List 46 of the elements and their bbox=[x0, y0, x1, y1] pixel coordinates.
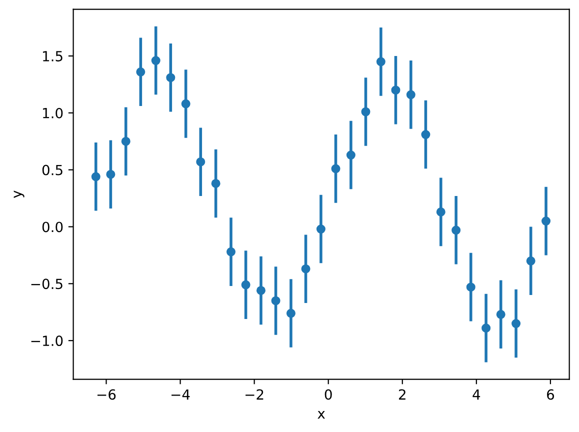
point bbox=[376, 57, 386, 66]
x-axis-title: x bbox=[318, 410, 325, 419]
point bbox=[181, 99, 190, 108]
x-tick-label: 4 bbox=[472, 389, 480, 400]
point bbox=[241, 280, 250, 290]
point bbox=[346, 150, 356, 160]
y-tick-label: −1.0 bbox=[31, 336, 63, 346]
y-tick-label: −0.5 bbox=[31, 278, 62, 290]
point bbox=[301, 264, 310, 274]
point bbox=[361, 107, 370, 116]
x-tick-label: −2 bbox=[246, 389, 264, 400]
point bbox=[196, 157, 206, 166]
point bbox=[406, 90, 416, 100]
point bbox=[166, 73, 176, 82]
point bbox=[211, 178, 220, 188]
point bbox=[121, 136, 130, 146]
point bbox=[541, 216, 551, 226]
point bbox=[286, 308, 296, 318]
x-tick-label: −4 bbox=[172, 389, 190, 400]
y-tick-label: 0.5 bbox=[42, 164, 62, 176]
point bbox=[466, 282, 476, 292]
point bbox=[316, 224, 326, 234]
point bbox=[106, 170, 116, 179]
y-axis-title: y bbox=[14, 190, 24, 198]
point bbox=[91, 172, 100, 182]
point bbox=[436, 207, 446, 216]
x-tick-label: −6 bbox=[97, 389, 116, 400]
point bbox=[512, 318, 521, 328]
x-tick-label: 2 bbox=[398, 389, 406, 400]
y-tick-label: 0.0 bbox=[42, 222, 63, 232]
point bbox=[496, 310, 506, 319]
point bbox=[271, 296, 280, 306]
point bbox=[421, 130, 430, 140]
point bbox=[482, 324, 491, 333]
point bbox=[391, 86, 400, 95]
x-tick-label: 0 bbox=[324, 389, 332, 400]
point bbox=[452, 226, 461, 235]
y-tick-label: 1.0 bbox=[43, 108, 63, 118]
point bbox=[331, 164, 340, 174]
x-tick-label: 6 bbox=[547, 389, 554, 400]
point bbox=[151, 56, 160, 66]
point bbox=[136, 67, 146, 76]
y-tick-label: 1.5 bbox=[43, 51, 62, 62]
point bbox=[226, 247, 236, 256]
point bbox=[256, 286, 266, 296]
point bbox=[526, 256, 536, 266]
